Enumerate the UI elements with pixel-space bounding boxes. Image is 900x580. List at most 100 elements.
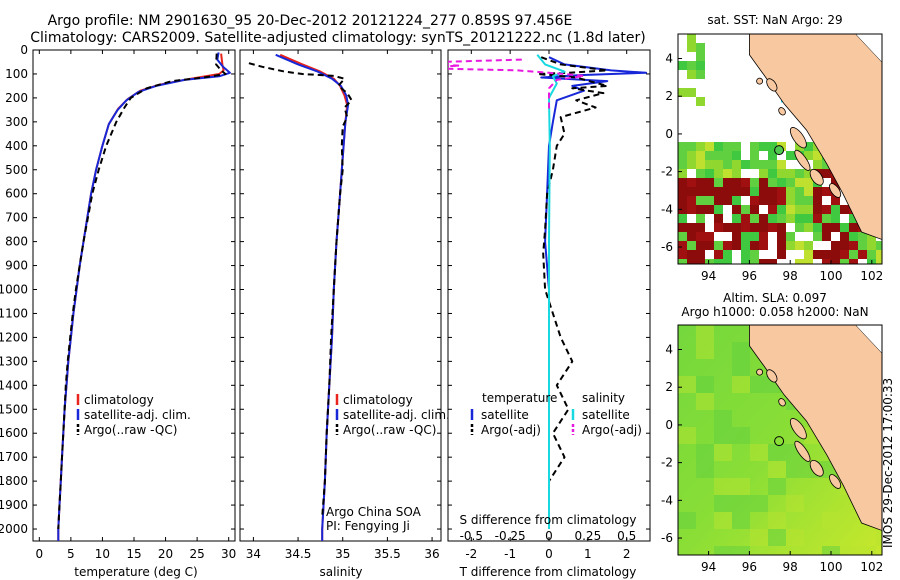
sst-cell xyxy=(696,52,705,61)
sst-cell xyxy=(786,178,795,187)
sst-cell xyxy=(696,178,705,187)
sla-cell xyxy=(786,529,804,546)
sst-map-panel: 94 96 98 100 102 4 2 0 -2 -4 -6 xyxy=(661,33,883,283)
sst-cell xyxy=(813,250,822,259)
sst-cell xyxy=(741,232,750,241)
depth-tick-label: 900 xyxy=(5,259,28,273)
sst-cell xyxy=(696,61,705,70)
sla-cell xyxy=(714,444,732,461)
sst-cell xyxy=(696,70,705,79)
sst-cell xyxy=(714,187,723,196)
sst-cell xyxy=(876,241,882,250)
island xyxy=(766,78,778,92)
sst-cell xyxy=(687,250,696,259)
sla-cell xyxy=(732,342,750,359)
salinity-annotation-line2: PI: Fengying Ji xyxy=(326,519,410,533)
temperature-xtick-label: 5 xyxy=(67,547,75,561)
differences-series-group xyxy=(448,54,648,529)
depth-tick-label: 200 xyxy=(5,91,28,105)
sla-cell xyxy=(696,461,714,478)
land-hatch xyxy=(855,325,882,354)
sla-cell xyxy=(822,512,840,529)
sst-cell xyxy=(777,241,786,250)
island xyxy=(794,149,811,171)
salinity-annotation-line1: Argo China SOA xyxy=(326,505,422,519)
sst-cell xyxy=(822,160,831,169)
sst-cell xyxy=(687,61,696,70)
sst-cell xyxy=(759,169,768,178)
sst-cell xyxy=(705,259,714,264)
sst-cell xyxy=(759,241,768,250)
sla-cell xyxy=(732,478,750,495)
sst-cell xyxy=(741,250,750,259)
sst-cell xyxy=(840,232,849,241)
sst-cell xyxy=(705,232,714,241)
legend-label: Argo(-adj) xyxy=(481,423,541,437)
sla-cell xyxy=(732,376,750,393)
temperature-frame xyxy=(32,49,236,542)
sst-cell xyxy=(804,214,813,223)
island xyxy=(789,127,807,149)
sst-cell xyxy=(696,214,705,223)
sst-cell xyxy=(723,250,732,259)
sst-cell xyxy=(831,250,840,259)
sst-cell xyxy=(795,178,804,187)
difference-panel: -2 -1 0 1 2 -0.5 -0.25 0 0.25 0.5 temperature salin… xyxy=(447,49,651,561)
sst-cell xyxy=(714,151,723,160)
sst-cell xyxy=(714,178,723,187)
sst-cell xyxy=(804,151,813,160)
sst-cell xyxy=(705,196,714,205)
sst-cell xyxy=(786,169,795,178)
sst-cell xyxy=(795,187,804,196)
sst-cell xyxy=(822,214,831,223)
sst-cell xyxy=(696,259,705,264)
sst-cell xyxy=(696,196,705,205)
sst-cell xyxy=(750,241,759,250)
sst-cell xyxy=(804,250,813,259)
sla-cell xyxy=(696,393,714,410)
island xyxy=(809,168,824,186)
sst-cell xyxy=(723,223,732,232)
depth-tick-label: 1100 xyxy=(0,306,28,320)
depth-tick-label: 1900 xyxy=(0,498,28,512)
sst-cell xyxy=(696,160,705,169)
sst-cell xyxy=(822,250,831,259)
sla-cell xyxy=(858,546,876,555)
sst-cell xyxy=(750,259,759,264)
depth-tick-label: 100 xyxy=(5,67,28,81)
sst-map-title: sat. SST: NaN Argo: 29 xyxy=(707,13,842,27)
sst-cell xyxy=(777,223,786,232)
land-hatch xyxy=(855,34,882,63)
sla-cell xyxy=(786,495,804,512)
sst-cell xyxy=(849,250,858,259)
sst-cell xyxy=(696,250,705,259)
sst-cell xyxy=(795,241,804,250)
sst-cell xyxy=(678,142,687,151)
sst_map-frame xyxy=(677,33,883,265)
sla-cell xyxy=(768,444,786,461)
sst-cell xyxy=(777,205,786,214)
sst-cell xyxy=(768,160,777,169)
sst-cell xyxy=(678,88,687,97)
sst-cell xyxy=(687,223,696,232)
sla-cell xyxy=(696,376,714,393)
difference-xlabel-top: S difference from climatology xyxy=(460,513,637,527)
sla-cell xyxy=(732,495,750,512)
sst-cell xyxy=(723,151,732,160)
sst-cell xyxy=(705,187,714,196)
sst-cell xyxy=(795,214,804,223)
depth-tick-label: 0 xyxy=(20,43,28,57)
sst_map-xtick-label: 98 xyxy=(783,269,798,283)
island xyxy=(829,474,842,489)
salinity-xtick-label: 35.5 xyxy=(374,547,401,561)
sla_map-ytick-label: 0 xyxy=(665,418,673,432)
depth-tick-label: 400 xyxy=(5,139,28,153)
differences-series-argo xyxy=(536,56,609,529)
sst-cell xyxy=(732,142,741,151)
sla-cell xyxy=(678,376,696,393)
sst-cell xyxy=(759,178,768,187)
differences-xtick-label: 1 xyxy=(584,547,592,561)
sst-cell xyxy=(723,259,732,264)
depth-tick-label: 1700 xyxy=(0,450,28,464)
sst-cell xyxy=(687,187,696,196)
